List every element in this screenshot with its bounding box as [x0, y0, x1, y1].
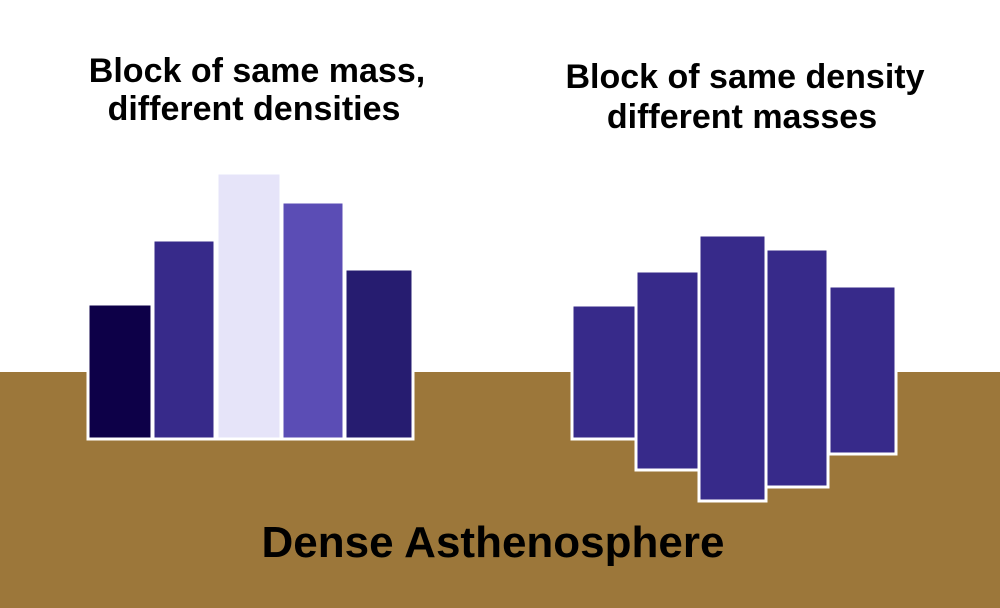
left-title-line: different densities — [108, 90, 401, 128]
block — [764, 247, 830, 489]
ground-label: Dense Asthenosphere — [262, 518, 725, 567]
block — [570, 303, 638, 441]
block — [634, 269, 701, 472]
block — [86, 302, 154, 441]
right-title-line: Block of same density — [565, 58, 924, 96]
block — [697, 233, 768, 503]
right-blocks — [570, 233, 898, 503]
left-title-line: Block of same mass, — [89, 52, 425, 90]
left-blocks — [86, 171, 415, 441]
right-title-line: different masses — [607, 98, 877, 136]
block — [827, 284, 898, 456]
block — [215, 171, 283, 441]
block — [343, 267, 415, 441]
block — [280, 200, 346, 441]
block — [151, 238, 217, 441]
